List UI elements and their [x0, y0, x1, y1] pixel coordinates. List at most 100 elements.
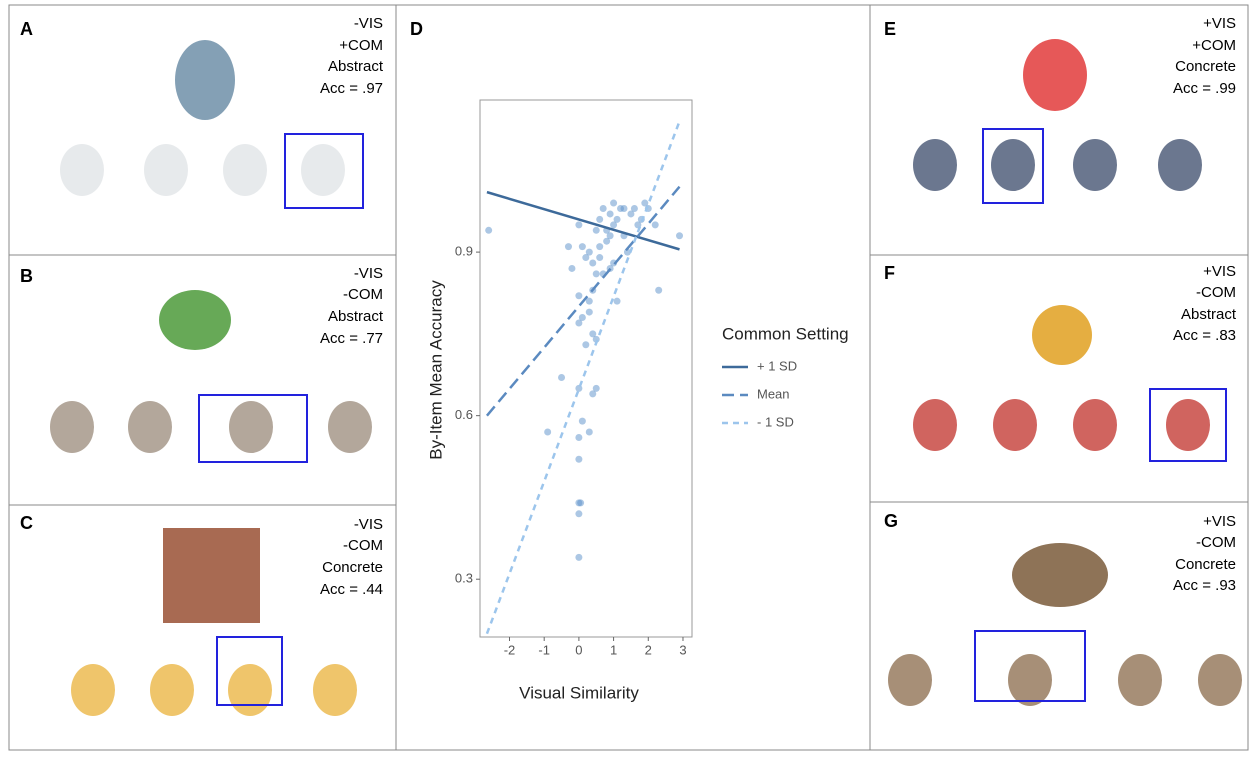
- point: [596, 243, 603, 250]
- condition-label: Acc = .44: [320, 581, 383, 598]
- option-image: [71, 664, 115, 716]
- option-image: [913, 139, 957, 191]
- point: [607, 210, 614, 217]
- point: [593, 385, 600, 392]
- option-image: [228, 664, 272, 716]
- legend-label: + 1 SD: [757, 358, 797, 373]
- point: [565, 243, 572, 250]
- legend-label: Mean: [757, 386, 790, 401]
- point: [575, 434, 582, 441]
- y-axis-title: By-Item Mean Accuracy: [426, 280, 445, 460]
- option-image: [1118, 654, 1162, 706]
- point: [575, 510, 582, 517]
- point: [558, 374, 565, 381]
- point: [596, 216, 603, 223]
- legend-title: Common Setting: [722, 324, 849, 343]
- point: [586, 249, 593, 256]
- point: [579, 314, 586, 321]
- x-tick-label: 3: [679, 642, 686, 657]
- point: [575, 499, 582, 506]
- panel-letter: G: [884, 511, 898, 531]
- target-image: [1012, 543, 1108, 607]
- point: [596, 254, 603, 261]
- point: [641, 200, 648, 207]
- panel-letter: A: [20, 19, 33, 39]
- option-image: [1198, 654, 1242, 706]
- panel-letter: F: [884, 263, 895, 283]
- point: [593, 270, 600, 277]
- condition-label: -COM: [1196, 284, 1236, 301]
- option-image: [50, 401, 94, 453]
- target-image: [163, 528, 260, 623]
- option-image: [1008, 654, 1052, 706]
- point: [579, 243, 586, 250]
- point: [607, 232, 614, 239]
- x-tick-label: -2: [504, 642, 516, 657]
- option-image: [913, 399, 957, 451]
- panel-letter: E: [884, 19, 896, 39]
- point: [575, 456, 582, 463]
- condition-label: Abstract: [328, 308, 384, 325]
- option-image: [60, 144, 104, 196]
- option-image: [993, 399, 1037, 451]
- option-image: [144, 144, 188, 196]
- condition-label: +COM: [1192, 37, 1236, 54]
- option-image: [1158, 139, 1202, 191]
- condition-label: Abstract: [1181, 306, 1237, 323]
- option-image: [1166, 399, 1210, 451]
- condition-label: -VIS: [354, 15, 383, 32]
- point: [620, 205, 627, 212]
- option-image: [991, 139, 1035, 191]
- point: [579, 418, 586, 425]
- y-tick-label: 0.6: [455, 407, 473, 422]
- condition-label: Abstract: [328, 58, 384, 75]
- condition-label: -COM: [343, 286, 383, 303]
- option-image: [128, 401, 172, 453]
- point: [485, 227, 492, 234]
- condition-label: Acc = .77: [320, 330, 383, 347]
- condition-label: Concrete: [322, 559, 383, 576]
- y-tick-label: 0.9: [455, 244, 473, 259]
- panel-letter: C: [20, 513, 33, 533]
- x-tick-label: 2: [645, 642, 652, 657]
- point: [586, 309, 593, 316]
- point: [600, 205, 607, 212]
- condition-label: -VIS: [354, 265, 383, 282]
- target-image: [159, 290, 231, 350]
- point: [568, 265, 575, 272]
- option-image: [229, 401, 273, 453]
- condition-label: Acc = .99: [1173, 80, 1236, 97]
- condition-label: +COM: [339, 37, 383, 54]
- target-image: [175, 40, 235, 120]
- point: [582, 341, 589, 348]
- option-image: [313, 664, 357, 716]
- point: [575, 292, 582, 299]
- condition-label: Acc = .83: [1173, 327, 1236, 344]
- option-image: [223, 144, 267, 196]
- x-tick-label: 0: [575, 642, 582, 657]
- condition-label: +VIS: [1203, 263, 1236, 280]
- point: [631, 205, 638, 212]
- x-tick-label: 1: [610, 642, 617, 657]
- condition-label: -COM: [343, 537, 383, 554]
- option-image: [1073, 139, 1117, 191]
- option-image: [150, 664, 194, 716]
- point: [575, 554, 582, 561]
- panel-letter: D: [410, 19, 423, 39]
- point: [610, 200, 617, 207]
- legend-label: - 1 SD: [757, 414, 794, 429]
- option-image: [1073, 399, 1117, 451]
- point: [593, 227, 600, 234]
- point: [676, 232, 683, 239]
- condition-label: Acc = .97: [320, 80, 383, 97]
- condition-label: +VIS: [1203, 513, 1236, 530]
- condition-label: +VIS: [1203, 15, 1236, 32]
- figure: D Visual Similarity By-Item Mean Accurac…: [0, 0, 1253, 753]
- condition-label: Concrete: [1175, 556, 1236, 573]
- condition-label: Concrete: [1175, 58, 1236, 75]
- y-tick-label: 0.3: [455, 571, 473, 586]
- point: [586, 429, 593, 436]
- option-image: [328, 401, 372, 453]
- condition-label: Acc = .93: [1173, 577, 1236, 594]
- panel-letter: B: [20, 266, 33, 286]
